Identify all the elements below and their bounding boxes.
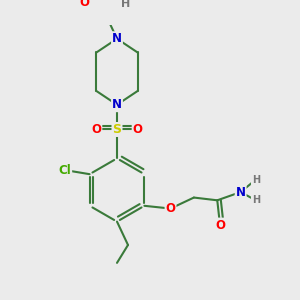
- Text: N: N: [112, 98, 122, 111]
- Text: Cl: Cl: [58, 164, 71, 177]
- Text: O: O: [215, 219, 225, 232]
- Text: S: S: [112, 123, 122, 136]
- Text: O: O: [79, 0, 89, 10]
- Text: H: H: [252, 175, 260, 185]
- Text: N: N: [236, 186, 246, 199]
- Text: O: O: [133, 123, 142, 136]
- Text: H: H: [121, 0, 130, 9]
- Text: H: H: [252, 195, 260, 205]
- Text: N: N: [112, 32, 122, 45]
- Text: O: O: [166, 202, 176, 215]
- Text: O: O: [92, 123, 101, 136]
